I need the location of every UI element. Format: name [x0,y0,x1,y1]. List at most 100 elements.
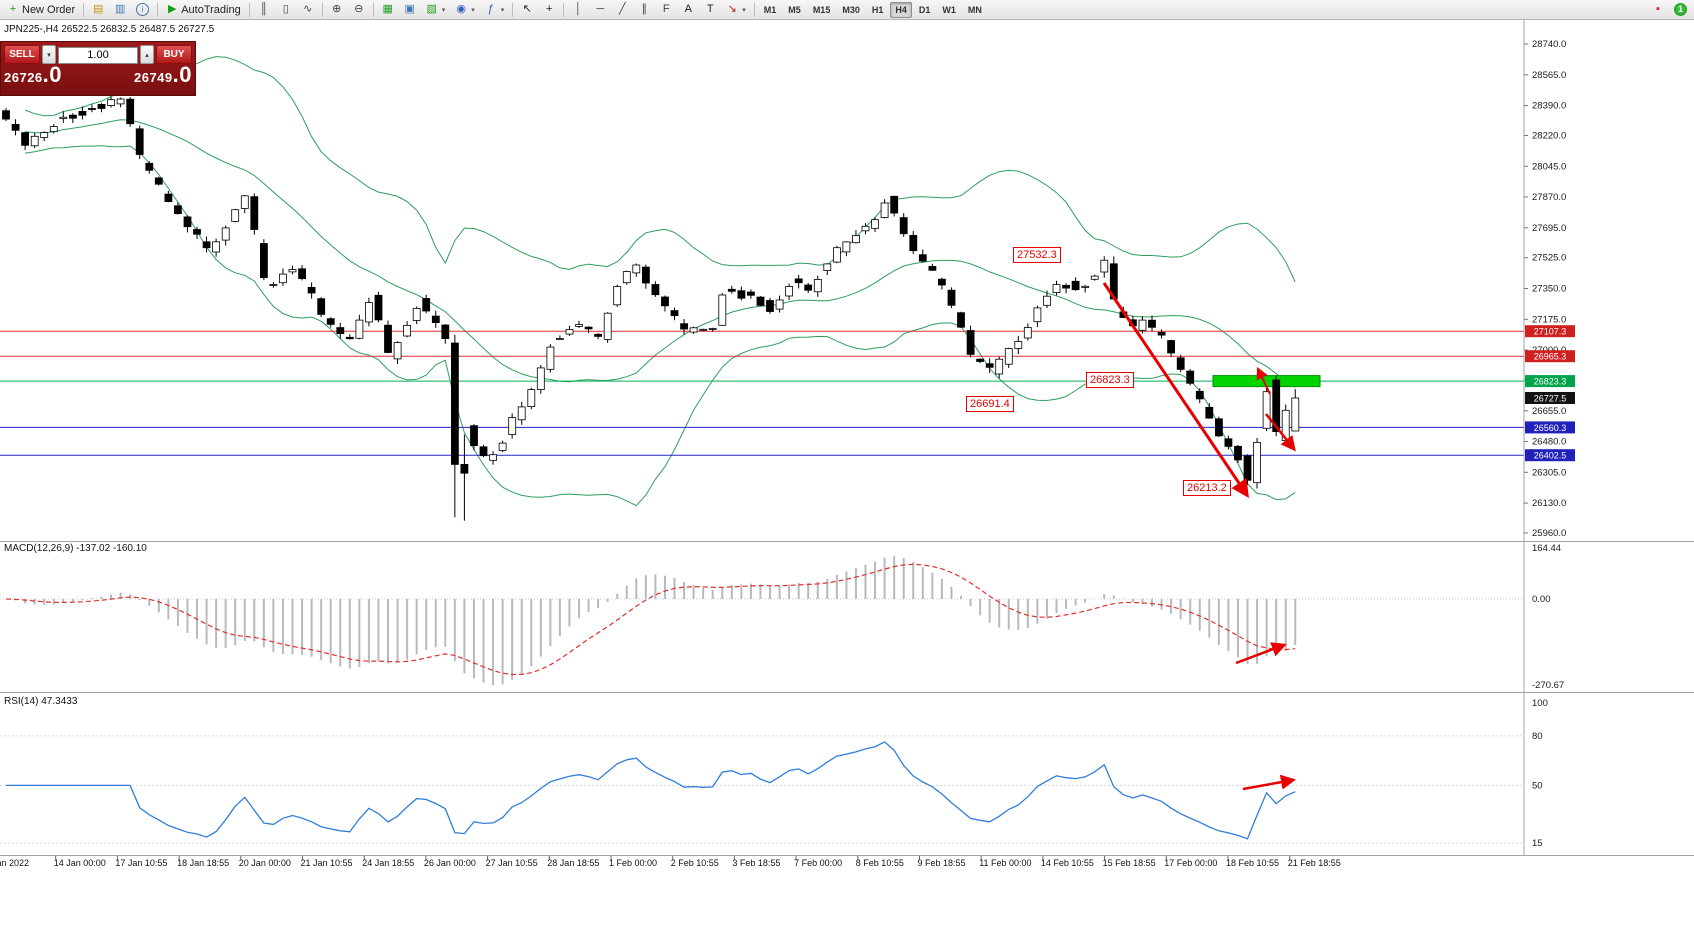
trend-arrow-1[interactable] [1102,282,1250,498]
trend-arrow-5[interactable] [1242,774,1296,791]
caret-down-icon: ▾ [471,6,475,14]
svg-text:17 Feb 00:00: 17 Feb 00:00 [1164,858,1217,868]
svg-text:26655.0: 26655.0 [1532,406,1566,417]
volume-input[interactable] [58,46,138,64]
price-tag-27107.3 [1525,325,1575,338]
svg-text:27870.0: 27870.0 [1532,192,1566,203]
autotrading-button[interactable]: ▶ AutoTrading [161,0,246,19]
vertical-line-icon: │ [574,3,582,15]
channel-button[interactable]: ∥ [633,0,655,19]
svg-text:27175.0: 27175.0 [1532,314,1566,325]
timeframe-button-m5[interactable]: M5 [788,4,801,15]
price-tag-26965.3 [1525,350,1575,363]
svg-text:26823.3: 26823.3 [1534,377,1567,387]
svg-text:164.44: 164.44 [1532,543,1561,554]
new-order-button[interactable]: + New Order [2,0,80,19]
macd-name: MACD(12,26,9) [4,543,74,554]
tile-windows-button[interactable]: ▦ [377,0,399,19]
timeframe-button-h1[interactable]: H1 [871,4,884,15]
zoom-out-button[interactable]: ⊖ [348,0,370,19]
bar-chart-icon: ║ [259,3,268,15]
trend-arrow-2[interactable] [1256,366,1271,395]
bar-chart-button[interactable]: ║ [253,0,275,19]
volume-increase-button[interactable]: ▴ [140,45,154,64]
cycle-charts-button[interactable]: ◉ ▾ [450,0,480,19]
price-annotation-label[interactable]: 26823.3 [1086,372,1134,388]
indicators-button[interactable]: ƒ ▾ [480,0,510,19]
data-window-button[interactable]: ▥ [109,0,131,19]
timeframe-button-m30[interactable]: M30 [842,4,860,15]
timeframe-button-mn[interactable]: MN [967,4,982,15]
info-icon: i [136,3,150,16]
fibonacci-button[interactable]: F [655,0,677,19]
horizontal-line-button[interactable]: ─ [589,0,611,19]
vertical-line-button[interactable]: │ [567,0,589,19]
timeframe-button-w1[interactable]: W1 [942,4,956,15]
connection-badge[interactable]: 1 [1669,0,1692,19]
svg-text:14 Feb 10:55: 14 Feb 10:55 [1041,858,1094,868]
caret-down-icon: ▾ [742,6,746,14]
svg-text:1 Feb 00:00: 1 Feb 00:00 [609,858,657,868]
svg-text:25960.0: 25960.0 [1532,528,1566,539]
buy-button[interactable]: BUY [156,45,192,64]
timeframe-button-h4[interactable]: H4 [890,1,912,18]
autotrading-play-icon: ▶ [167,3,177,15]
candlestick-chart-button[interactable]: ▯ [275,0,297,19]
price-annotation-label[interactable]: 27532.3 [1013,247,1061,263]
alert-button[interactable]: ▪ [1647,0,1669,19]
crosshair-icon: + [546,3,553,15]
svg-text:28565.0: 28565.0 [1532,70,1566,81]
price-annotation-label[interactable]: 26213.2 [1183,480,1231,496]
caret-down-icon: ▾ [441,6,446,14]
volume-decrease-button[interactable]: ▾ [42,45,56,64]
svg-text:11 Feb 00:00: 11 Feb 00:00 [979,858,1031,868]
zoom-out-icon: ⊖ [354,3,364,15]
sell-price-pips: .0 [42,62,63,87]
rsi-line [6,741,1296,840]
rsi-axis-labels: 100 80 50 15 [1532,698,1548,849]
timeframe-button-m15[interactable]: M15 [812,4,831,15]
sell-button[interactable]: SELL [4,45,40,64]
price-annotation-label[interactable]: 26691.4 [966,396,1014,412]
cascade-windows-button[interactable]: ▣ [399,0,421,19]
market-watch-button[interactable]: ▤ [87,0,109,19]
shapes-button[interactable]: ↘ ▾ [721,0,751,19]
timeframe-button-m1[interactable]: M1 [763,4,777,15]
fibonacci-icon: F [662,3,670,15]
svg-text:28045.0: 28045.0 [1532,161,1566,172]
timeframe-button-d1[interactable]: D1 [918,4,931,15]
buy-price[interactable]: 26749.0 [134,64,192,86]
macd-label: MACD(12,26,9) -137.02 -160.10 [4,543,147,554]
crosshair-button[interactable]: + [538,0,560,19]
new-chart-button[interactable]: ▧ ▾ [421,0,451,19]
line-chart-button[interactable]: ∿ [297,0,319,19]
bollinger-lower [25,145,1296,507]
svg-text:28390.0: 28390.0 [1532,101,1566,112]
trend-arrow-4[interactable] [1235,642,1287,665]
spinner-down-icon: ▾ [47,51,51,59]
arrow-shape-icon: ↘ [727,3,737,15]
toolbar-separator [248,2,250,17]
zoom-in-button[interactable]: ⊕ [326,0,348,19]
macd-axis-labels: 164.44 0.00 -270.67 [1532,543,1564,691]
trendline-button[interactable]: ╱ [611,0,633,19]
cursor-icon: ↖ [522,3,532,15]
svg-text:26305.0: 26305.0 [1532,467,1566,478]
cursor-button[interactable]: ↖ [516,0,538,19]
text-label-button[interactable]: T [699,0,721,19]
svg-text:27 Jan 10:55: 27 Jan 10:55 [486,858,538,868]
price-tag-26560.3 [1525,421,1575,434]
trend-arrow-3[interactable] [1265,413,1296,452]
channel-icon: ∥ [641,3,648,15]
svg-text:28740.0: 28740.0 [1532,39,1566,50]
sell-price[interactable]: 26726.0 [4,62,63,87]
time-axis: Jan 2022 14 Jan 00:00 17 Jan 10:55 18 Jan 1… [0,856,1341,868]
text-button[interactable]: A [677,0,699,19]
svg-text:27695.0: 27695.0 [1532,223,1566,234]
svg-text:18 Jan 18:55: 18 Jan 18:55 [177,858,229,868]
terminal-button[interactable]: i [131,0,154,19]
svg-text:18 Feb 10:55: 18 Feb 10:55 [1226,858,1279,868]
svg-text:28 Jan 18:55: 28 Jan 18:55 [547,858,599,868]
